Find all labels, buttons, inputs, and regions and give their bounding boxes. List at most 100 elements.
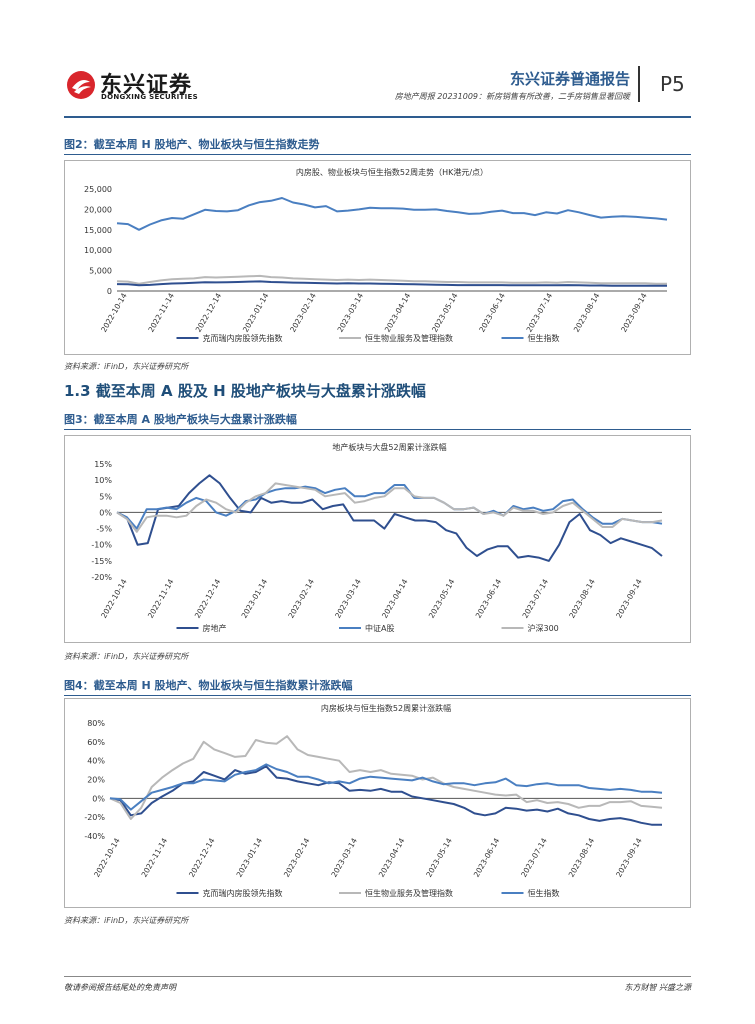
logo-text-en: DONGXING SECURITIES <box>101 93 198 101</box>
legend-label: 恒生物业服务及管理指数 <box>365 333 453 343</box>
x-tick-label: 2023-07-14 <box>525 291 555 333</box>
y-tick-label: 40% <box>87 757 105 766</box>
chart-3-frame: 内房板块与恒生指数52周累计涨跌幅 -40% -20% 0% 20% 40% 60% 80% 2… <box>64 698 691 908</box>
y-tick-label: 15,000 <box>84 226 112 235</box>
page-number: P5 <box>660 72 685 96</box>
figure-2-title: 图2：截至本周 H 股地产、物业板块与恒生指数走势 <box>64 138 320 151</box>
figure-2-rule <box>64 154 691 155</box>
series-line <box>109 763 663 811</box>
footer-rule <box>64 976 691 977</box>
x-tick-label: 2023-07-14 <box>519 836 549 878</box>
x-tick-label: 2022-10-14 <box>92 836 122 878</box>
y-tick-label: 80% <box>87 719 105 728</box>
series-line <box>109 765 662 826</box>
y-tick-label: 60% <box>87 738 105 747</box>
x-tick-label: 2023-04-14 <box>383 291 413 333</box>
x-tick-label: 2022-10-14 <box>99 577 129 619</box>
chart-1-frame: 内房股、物业板块与恒生指数52周走势（HK港元/点） 0 5,000 10,000 15… <box>64 160 691 355</box>
series-line <box>109 735 663 820</box>
figure-2-source: 资料来源：iFinD，东兴证券研究所 <box>64 362 189 371</box>
x-tick-label: 2023-07-14 <box>521 577 551 619</box>
x-tick-label: 2023-01-14 <box>241 291 271 333</box>
x-tick-label: 2023-08-14 <box>567 577 597 619</box>
x-tick-label: 2022-11-14 <box>146 291 176 333</box>
chart-2-frame: 地产板块与大盘52周累计涨跌幅 -20% -15% -10% -5% 0% 5% 10% 15%… <box>64 435 691 643</box>
x-tick-label: 2023-02-14 <box>286 577 316 619</box>
legend-label: 克而瑞内房股领先指数 <box>203 333 283 343</box>
series-line <box>116 197 668 231</box>
x-tick-label: 2023-05-14 <box>430 291 460 333</box>
x-tick-label: 2023-04-14 <box>377 836 407 878</box>
x-tick-label: 2023-02-14 <box>288 291 318 333</box>
y-tick-label: -5% <box>96 525 112 534</box>
x-tick-label: 2022-12-14 <box>187 836 217 878</box>
legend-label: 房地产 <box>203 623 227 633</box>
figure-4-rule <box>64 695 691 696</box>
x-tick-label: 2022-10-14 <box>99 291 129 333</box>
x-tick-label: 2023-06-14 <box>477 291 507 333</box>
logo-text-cn: 东兴证券 <box>100 73 193 98</box>
report-type: 东兴证券普通报告 <box>509 70 630 88</box>
x-tick-label: 2023-08-14 <box>567 836 597 878</box>
legend-label: 中证A股 <box>365 623 394 633</box>
footer-disclaimer: 敬请参阅报告结尾处的免责声明 <box>64 983 176 992</box>
x-tick-label: 2023-03-14 <box>329 836 359 878</box>
series-line <box>116 482 663 533</box>
y-tick-label: -20% <box>91 573 112 582</box>
chart-3: 内房板块与恒生指数52周累计涨跌幅 -40% -20% 0% 20% 40% 60% 80% 2… <box>84 703 663 898</box>
y-tick-label: 5,000 <box>89 267 112 276</box>
legend-label: 恒生指数 <box>528 888 560 898</box>
x-tick-label: 2023-09-14 <box>614 577 644 619</box>
section-title: 1.3 截至本周 A 股及 H 股地产板块与大盘累计涨跌幅 <box>64 382 426 400</box>
figure-3-title: 图3：截至本周 A 股地产板块与大盘累计涨跌幅 <box>64 413 297 426</box>
legend-label: 恒生物业服务及管理指数 <box>365 888 453 898</box>
x-tick-label: 2022-12-14 <box>193 577 223 619</box>
y-tick-label: 5% <box>99 492 112 501</box>
y-tick-label: 25,000 <box>84 185 112 194</box>
y-tick-label: -20% <box>84 813 105 822</box>
y-tick-label: 0% <box>92 794 105 803</box>
chart-2: 地产板块与大盘52周累计涨跌幅 -20% -15% -10% -5% 0% 5% 10% 15%… <box>91 442 663 633</box>
y-tick-label: 15% <box>94 460 112 469</box>
series-line <box>116 484 663 530</box>
x-tick-label: 2023-09-14 <box>619 291 649 333</box>
dongxing-logo-icon <box>67 71 95 99</box>
figure-4-source: 资料来源：iFinD，东兴证券研究所 <box>64 916 189 925</box>
y-tick-label: 0 <box>107 287 112 296</box>
x-tick-label: 2023-01-14 <box>235 836 265 878</box>
x-tick-label: 2023-05-14 <box>424 836 454 878</box>
x-tick-label: 2022-11-14 <box>146 577 176 619</box>
x-tick-label: 2023-06-14 <box>472 836 502 878</box>
header-divider <box>638 66 640 102</box>
y-tick-label: 20% <box>87 776 105 785</box>
y-tick-label: -15% <box>91 557 112 566</box>
chart-title: 内房股、物业板块与恒生指数52周走势（HK港元/点） <box>296 167 488 177</box>
x-tick-label: 2023-08-14 <box>572 291 602 333</box>
series-line <box>116 474 663 562</box>
header-rule <box>64 116 691 118</box>
x-tick-label: 2022-12-14 <box>194 291 224 333</box>
chart-title: 地产板块与大盘52周累计涨跌幅 <box>332 442 446 452</box>
figure-3-rule <box>64 429 691 430</box>
chart-1: 内房股、物业板块与恒生指数52周走势（HK港元/点） 0 5,000 10,000 15… <box>84 167 668 343</box>
legend-label: 恒生指数 <box>528 333 560 343</box>
y-tick-label: -40% <box>84 832 105 841</box>
legend-label: 沪深300 <box>528 623 559 633</box>
chart-title: 内房板块与恒生指数52周累计涨跌幅 <box>321 703 451 713</box>
figure-3-source: 资料来源：iFinD，东兴证券研究所 <box>64 652 189 661</box>
x-tick-label: 2023-01-14 <box>240 577 270 619</box>
x-tick-label: 2023-03-14 <box>333 577 363 619</box>
x-tick-label: 2023-09-14 <box>614 836 644 878</box>
report-subtitle: 房地产周报 20231009：新房销售有所改善，二手房销售显著回暖 <box>394 92 630 101</box>
y-tick-label: 10,000 <box>84 246 112 255</box>
figure-4-title: 图4：截至本周 H 股地产、物业板块与恒生指数累计涨跌幅 <box>64 679 353 692</box>
series-line <box>116 280 667 287</box>
x-tick-label: 2023-02-14 <box>282 836 312 878</box>
y-tick-label: 20,000 <box>84 205 112 214</box>
y-tick-label: 0% <box>99 508 112 517</box>
x-tick-label: 2022-11-14 <box>140 836 170 878</box>
y-tick-label: 10% <box>94 476 112 485</box>
series-line <box>116 274 667 285</box>
x-tick-label: 2023-03-14 <box>336 291 366 333</box>
x-tick-label: 2023-05-14 <box>427 577 457 619</box>
